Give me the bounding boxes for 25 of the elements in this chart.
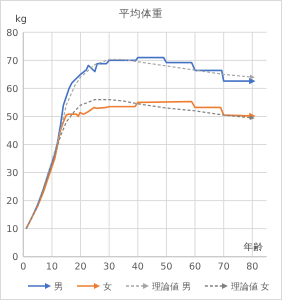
x-axis-title: 年齢 (244, 241, 264, 253)
y-tick-label: 70 (6, 56, 18, 67)
y-tick-label: 0 (12, 252, 18, 264)
y-tick-label: 80 (6, 28, 18, 39)
legend-label: 理論値 女 (230, 282, 270, 292)
x-tick-label: 70 (218, 262, 230, 273)
y-tick-label: 30 (6, 168, 18, 180)
y-tick-label: 50 (6, 112, 18, 123)
x-tick-label: 40 (132, 262, 144, 273)
legend-label: 男 (54, 282, 63, 292)
x-tick-label: 20 (74, 262, 87, 273)
y-tick-label: 20 (6, 196, 18, 208)
legend-label: 理論値 男 (152, 282, 191, 292)
x-tick-label: 60 (189, 262, 202, 273)
chart-title: 平均体重 (119, 7, 163, 20)
x-tick-label: 30 (103, 262, 116, 273)
y-tick-label: 60 (6, 84, 18, 95)
x-tick-label: 0 (20, 262, 26, 273)
y-tick-label: 40 (6, 140, 18, 151)
x-tick-label: 80 (246, 262, 258, 273)
x-tick-label: 10 (46, 262, 58, 273)
y-tick-label: 10 (6, 224, 18, 236)
legend-label: 女 (103, 282, 112, 292)
y-axis-title: kg (15, 14, 27, 25)
x-tick-label: 50 (160, 262, 172, 273)
